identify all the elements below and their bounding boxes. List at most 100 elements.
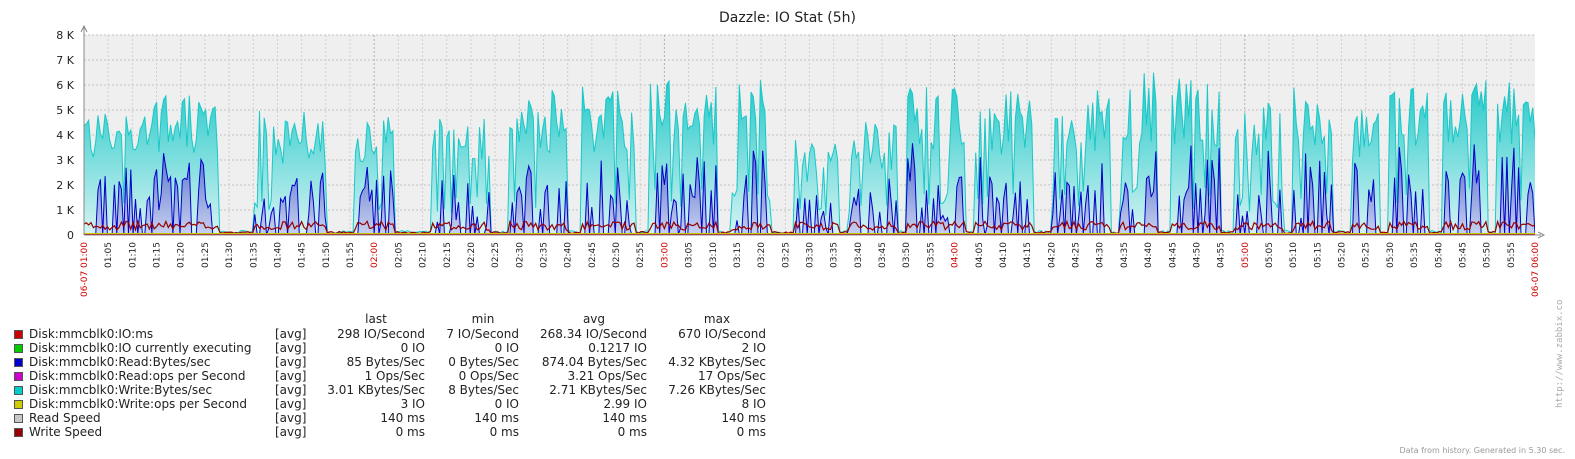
legend-series-name: Disk:mmcblk0:Write:ops per Second	[29, 397, 248, 411]
y-tick-label: 0	[67, 229, 74, 242]
legend-value-min: 0 IO	[494, 341, 519, 355]
x-tick-label: 03:20	[757, 242, 767, 268]
x-tick-label: 04:55	[1217, 242, 1227, 268]
x-tick-label: 01:35	[249, 242, 259, 268]
x-tick-label: 05:50	[1483, 242, 1493, 268]
x-tick-label: 03:10	[709, 242, 719, 268]
x-tick-label: 05:15	[1313, 242, 1323, 268]
legend-series-name: Disk:mmcblk0:IO currently executing	[29, 341, 252, 355]
x-tick-label: 04:45	[1168, 242, 1178, 268]
legend-value-max: 17 Ops/Sec	[697, 369, 766, 383]
legend-value-last: 298 IO/Second	[337, 327, 425, 341]
legend-value-avg: 2.99 IO	[603, 397, 647, 411]
x-tick-label: 06-07 06:00	[1531, 242, 1541, 297]
legend-value-avg: 0.1217 IO	[588, 341, 647, 355]
legend-series-name: Disk:mmcblk0:IO:ms	[29, 327, 154, 341]
legend-swatch	[14, 330, 23, 339]
legend-value-avg: 874.04 Bytes/Sec	[541, 355, 647, 369]
legend-value-min: 8 Bytes/Sec	[448, 383, 519, 397]
legend-row: Disk:mmcblk0:Read:ops per Second [avg] 1 O…	[14, 369, 774, 383]
x-tick-label: 01:25	[201, 242, 211, 268]
x-tick-label: 03:25	[781, 242, 791, 268]
x-tick-label: 04:30	[1096, 242, 1106, 268]
y-tick-label: 1 K	[56, 204, 74, 217]
x-tick-label: 04:00	[951, 242, 961, 268]
watermark-text: http://www.zabbix.com	[1555, 300, 1565, 408]
legend-value-avg: 268.34 IO/Second	[540, 327, 647, 341]
legend-series-func: [avg]	[275, 327, 307, 341]
x-tick-label: 03:00	[660, 242, 670, 268]
legend-value-min: 0 Bytes/Sec	[448, 355, 519, 369]
legend-series-name: Disk:mmcblk0:Read:ops per Second	[29, 369, 246, 383]
y-tick-label: 2 K	[56, 179, 74, 192]
legend-value-avg: 3.21 Ops/Sec	[567, 369, 648, 383]
series-write-bytes-line	[84, 72, 1535, 235]
x-tick-label: 05:00	[1241, 242, 1251, 268]
legend-row: Disk:mmcblk0:IO currently executing [avg]…	[14, 341, 774, 355]
legend-value-last: 1 Ops/Sec	[364, 369, 425, 383]
y-tick-label: 6 K	[56, 79, 74, 92]
series-read-bytes-area	[84, 143, 1535, 235]
x-tick-label: 05:40	[1434, 242, 1444, 268]
legend-series-name: Read Speed	[29, 411, 101, 425]
x-tick-label: 02:20	[467, 242, 477, 268]
x-tick-label: 03:45	[878, 242, 888, 268]
x-tick-label: 05:25	[1362, 242, 1372, 268]
legend-value-max: 7.26 KBytes/Sec	[668, 383, 766, 397]
x-tick-label: 02:35	[539, 242, 549, 268]
x-tick-label: 05:55	[1507, 242, 1517, 268]
legend-row: Write Speed [avg] 0 ms 0 ms 0 ms 0 ms	[14, 425, 774, 439]
legend-value-last: 85 Bytes/Sec	[346, 355, 425, 369]
x-tick-label: 02:10	[419, 242, 429, 268]
legend-column-header: avg	[582, 312, 606, 326]
legend-value-avg: 0 ms	[617, 425, 647, 439]
x-tick-label: 03:40	[854, 242, 864, 268]
x-tick-label: 04:35	[1120, 242, 1130, 268]
x-tick-label: 02:05	[394, 242, 404, 268]
y-tick-label: 3 K	[56, 154, 74, 167]
zabbix-watermark: http://www.zabbix.com	[1555, 300, 1565, 408]
x-tick-label: 04:15	[1023, 242, 1033, 268]
x-tick-label: 01:40	[273, 242, 283, 268]
legend-column-header: min	[471, 312, 495, 326]
x-tick-label: 02:15	[443, 242, 453, 268]
legend-value-last: 3 IO	[400, 397, 425, 411]
legend-row: Disk:mmcblk0:IO:ms [avg] 298 IO/Second 7 IO…	[14, 327, 774, 341]
legend-swatch	[14, 428, 23, 437]
chart-title: Dazzle: IO Stat (5h)	[719, 10, 856, 26]
legend-value-max: 670 IO/Second	[678, 327, 766, 341]
legend-value-last: 3.01 KBytes/Sec	[327, 383, 425, 397]
x-tick-label: 02:40	[564, 242, 574, 268]
x-tick-label: 01:10	[128, 242, 138, 268]
y-tick-labels: 0 1 K 2 K 3 K 4 K 5 K 6 K 7 K 8 K	[56, 29, 74, 242]
x-tick-label: 01:45	[298, 242, 308, 268]
footer-note: Data from history. Generated in 5.30 sec…	[1399, 446, 1565, 455]
x-tick-label: 03:15	[733, 242, 743, 268]
legend-swatch	[14, 344, 23, 353]
legend-value-max: 8 IO	[741, 397, 766, 411]
legend-value-max: 0 ms	[736, 425, 766, 439]
x-tick-label: 04:50	[1192, 242, 1202, 268]
x-tick-label: 01:05	[104, 242, 114, 268]
legend-value-last: 0 IO	[400, 341, 425, 355]
legend-row: Read Speed [avg] 140 ms 140 ms 140 ms 140 ms	[14, 411, 774, 425]
legend-value-min: 0 Ops/Sec	[458, 369, 519, 383]
legend-series-name: Write Speed	[29, 425, 103, 439]
legend-series-func: [avg]	[275, 411, 307, 425]
x-tick-label: 05:35	[1410, 242, 1420, 268]
chart-canvas: 0 1 K 2 K 3 K 4 K 5 K 6 K 7 K 8 K 06-07 01:00 01:…	[56, 24, 1546, 297]
legend-swatch	[14, 414, 23, 423]
legend-value-min: 0 ms	[489, 425, 519, 439]
x-tick-label: 01:20	[177, 242, 187, 268]
x-tick-label: 01:55	[346, 242, 356, 268]
x-tick-label: 05:30	[1386, 242, 1396, 268]
x-tick-label: 04:20	[1047, 242, 1057, 268]
legend-value-max: 4.32 KBytes/Sec	[668, 355, 766, 369]
legend-series-name: Disk:mmcblk0:Write:Bytes/sec	[29, 383, 213, 397]
x-tick-label: 01:15	[153, 242, 163, 268]
x-tick-label: 05:20	[1338, 242, 1348, 268]
x-tick-label: 05:10	[1289, 242, 1299, 268]
legend-series-func: [avg]	[275, 397, 307, 411]
x-tick-label: 04:25	[1072, 242, 1082, 268]
legend-value-max: 2 IO	[741, 341, 766, 355]
